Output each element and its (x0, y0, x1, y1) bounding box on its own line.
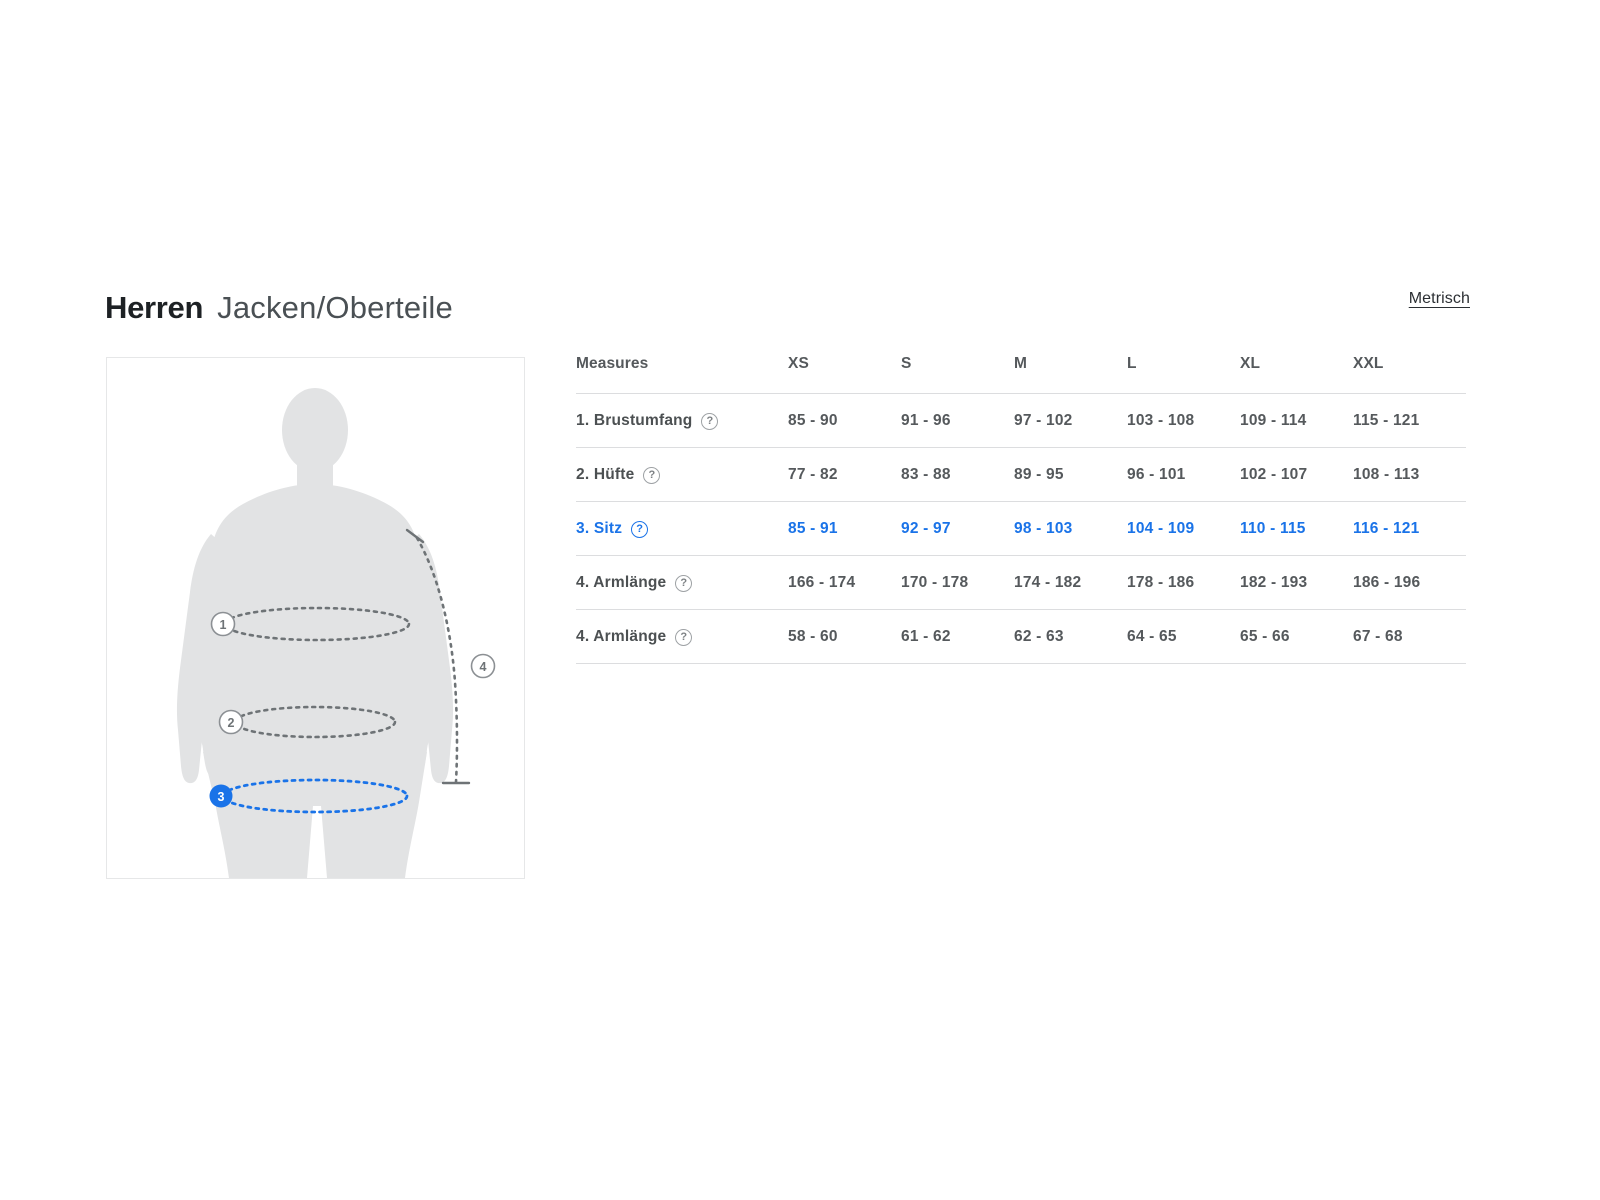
unit-toggle-link[interactable]: Metrisch (1408, 290, 1470, 307)
value-cell-s: 92 - 97 (901, 520, 951, 537)
body-measurement-diagram: 1 2 3 4 (176, 388, 496, 878)
size-table-header-row: Measures XS S M L XL XXL (576, 355, 1466, 394)
value-cell-xxl: 108 - 113 (1353, 466, 1420, 483)
value-cell-xxl: 116 - 121 (1353, 520, 1420, 537)
size-table-container: Measures XS S M L XL XXL 1. Brustumfang … (576, 355, 1466, 664)
help-icon[interactable]: ? (675, 628, 693, 646)
measure-marker-3-label: 3 (218, 790, 225, 804)
value-cell-m: 97 - 102 (1014, 412, 1073, 429)
value-cell-l: 104 - 109 (1127, 520, 1195, 537)
body-silhouette-icon (176, 388, 454, 878)
measure-label-cell: 3. Sitz ? (576, 502, 788, 556)
value-cell-xl: 102 - 107 (1240, 466, 1308, 483)
value-cell-l: 178 - 186 (1127, 574, 1195, 591)
value-cell-xxl: 67 - 68 (1353, 628, 1403, 645)
value-cell-s: 61 - 62 (901, 628, 951, 645)
value-cell-xs: 58 - 60 (788, 628, 838, 645)
value-cell-xxl: 115 - 121 (1353, 412, 1420, 429)
measure-label-cell: 1. Brustumfang ? (576, 394, 788, 448)
value-cell-xs: 166 - 174 (788, 574, 856, 591)
measure-label-cell: 2. Hüfte ? (576, 448, 788, 502)
measure-marker-4[interactable]: 4 (470, 653, 496, 679)
help-icon[interactable]: ? (643, 466, 661, 484)
measure-label: 2. Hüfte (576, 466, 635, 483)
table-row[interactable]: 4. Armlänge ? 166 - 174 170 - 178 174 - … (576, 555, 1466, 610)
measure-label: 3. Sitz (576, 520, 623, 537)
measure-marker-2[interactable]: 2 (218, 709, 244, 735)
value-cell-l: 103 - 108 (1127, 412, 1195, 429)
help-icon[interactable]: ? (701, 412, 719, 430)
measure-label: 1. Brustumfang (576, 412, 693, 429)
value-cell-s: 83 - 88 (901, 466, 951, 483)
column-header-xs: XS (788, 355, 809, 372)
value-cell-m: 98 - 103 (1014, 520, 1073, 537)
page-title: Herren Jacken/Oberteile (105, 286, 453, 330)
measure-label-cell: 4. Armlänge ? (576, 556, 788, 610)
measure-marker-1-label: 1 (220, 618, 227, 632)
measure-marker-1[interactable]: 1 (210, 611, 236, 637)
value-cell-s: 170 - 178 (901, 574, 969, 591)
value-cell-xs: 85 - 91 (788, 520, 838, 537)
help-icon[interactable]: ? (675, 574, 693, 592)
size-table: Measures XS S M L XL XXL 1. Brustumfang … (576, 355, 1466, 664)
column-header-xxl: XXL (1353, 355, 1384, 372)
help-icon[interactable]: ? (631, 520, 649, 538)
value-cell-xl: 65 - 66 (1240, 628, 1290, 645)
page-title-category: Herren (105, 290, 204, 325)
value-cell-xs: 85 - 90 (788, 412, 838, 429)
value-cell-m: 89 - 95 (1014, 466, 1064, 483)
value-cell-xxl: 186 - 196 (1353, 574, 1421, 591)
body-figure-panel: 1 2 3 4 (106, 357, 525, 879)
value-cell-s: 91 - 96 (901, 412, 951, 429)
value-cell-xl: 109 - 114 (1240, 412, 1307, 429)
column-header-l: L (1127, 355, 1137, 372)
value-cell-xl: 110 - 115 (1240, 520, 1306, 537)
table-row[interactable]: 2. Hüfte ? 77 - 82 83 - 88 89 - 95 96 - … (576, 447, 1466, 502)
arm-length-measure-line (405, 528, 471, 785)
value-cell-m: 174 - 182 (1014, 574, 1082, 591)
page-header: Herren Jacken/Oberteile Metrisch (105, 286, 1470, 332)
measure-label-cell: 4. Armlänge ? (576, 610, 788, 664)
size-table-head: Measures XS S M L XL XXL (576, 355, 1466, 394)
column-header-m: M (1014, 355, 1028, 372)
measure-marker-3[interactable]: 3 (209, 784, 233, 808)
value-cell-l: 64 - 65 (1127, 628, 1177, 645)
measure-label: 4. Armlänge (576, 628, 667, 645)
value-cell-m: 62 - 63 (1014, 628, 1064, 645)
table-row[interactable]: 4. Armlänge ? 58 - 60 61 - 62 62 - 63 64… (576, 609, 1466, 664)
table-row-active[interactable]: 3. Sitz ? 85 - 91 92 - 97 98 - 103 104 -… (576, 501, 1466, 556)
column-header-xl: XL (1240, 355, 1261, 372)
measure-marker-4-label: 4 (480, 660, 487, 674)
measure-marker-2-label: 2 (228, 716, 235, 730)
size-table-body: 1. Brustumfang ? 85 - 90 91 - 96 97 - 10… (576, 393, 1466, 664)
column-header-s: S (901, 355, 912, 372)
value-cell-xs: 77 - 82 (788, 466, 838, 483)
measure-label: 4. Armlänge (576, 574, 667, 591)
value-cell-xl: 182 - 193 (1240, 574, 1308, 591)
page-title-product: Jacken/Oberteile (217, 290, 453, 325)
column-header-measures: Measures (576, 355, 649, 372)
table-row[interactable]: 1. Brustumfang ? 85 - 90 91 - 96 97 - 10… (576, 393, 1466, 448)
value-cell-l: 96 - 101 (1127, 466, 1186, 483)
